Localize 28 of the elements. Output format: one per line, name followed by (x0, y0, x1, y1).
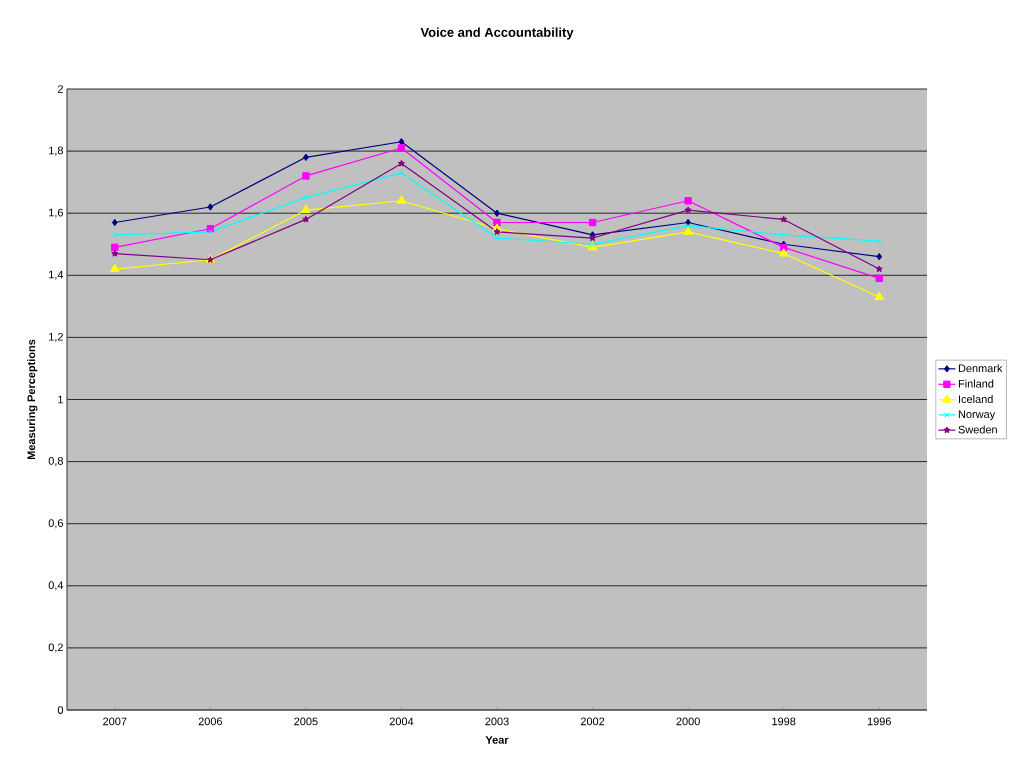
legend-label: Sweden (958, 425, 997, 434)
y-tick-label: 0,8 (48, 457, 63, 467)
x-tick-label: 1996 (867, 717, 891, 726)
x-tick-label: 2004 (389, 717, 414, 726)
x-tick-label: 2002 (580, 717, 605, 726)
x-axis-title: Year (485, 736, 509, 744)
x-tick-label: 2007 (103, 717, 127, 726)
legend-label: Denmark (958, 364, 1003, 373)
y-tick-label: 0 (57, 706, 64, 714)
y-tick-label: 1,4 (49, 270, 64, 280)
y-axis-title: Measuring Perceptions (27, 339, 38, 460)
y-tick-label: 1,8 (49, 146, 63, 156)
x-tick-label: 2005 (294, 717, 318, 726)
x-tick-label: 2000 (676, 717, 700, 726)
y-tick-label: 1 (58, 395, 63, 404)
x-tick-label: 2006 (198, 717, 223, 726)
y-tick-label: 2 (57, 85, 63, 93)
x-tick-label: 2003 (485, 717, 509, 726)
y-tick-label: 0,4 (48, 581, 64, 591)
legend-label: Iceland (959, 394, 993, 404)
chart-title: Voice and Accountability (420, 27, 574, 40)
y-tick-label: 1,6 (49, 208, 63, 218)
x-tick-label: 1998 (772, 717, 796, 726)
y-tick-label: 0,6 (48, 519, 63, 529)
y-tick-label: 1,2 (49, 332, 63, 342)
legend-label: Norway (958, 410, 996, 421)
legend-label: Finland (958, 379, 994, 388)
y-tick-label: 0,2 (48, 643, 63, 653)
